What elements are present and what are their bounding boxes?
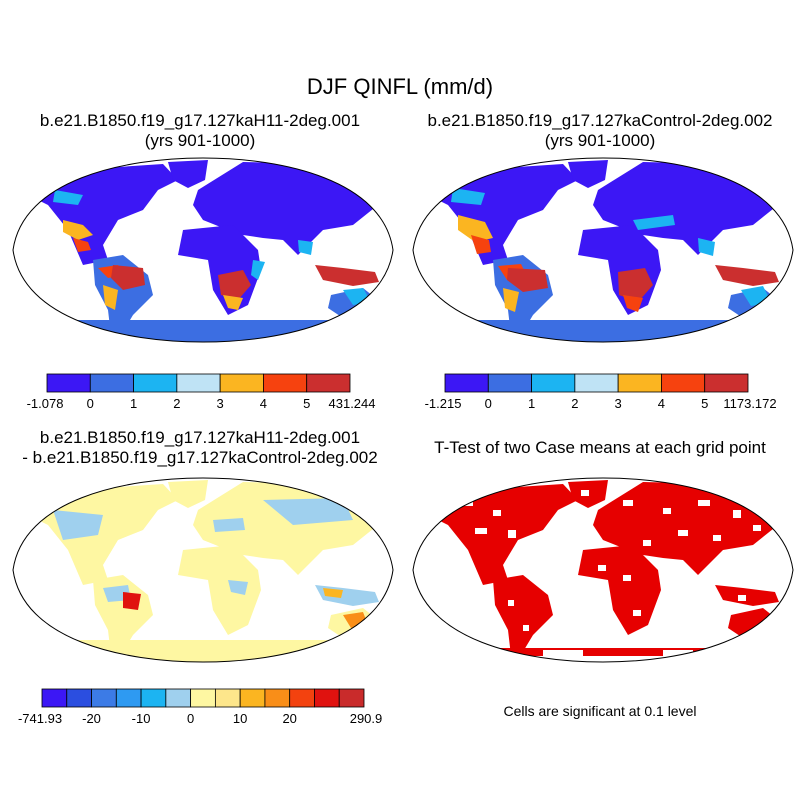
panel-ttest-title: T-Test of two Case means at each grid po…: [434, 438, 766, 457]
colorbar-difference-label-8: 10: [233, 711, 247, 726]
panel-difference-title: b.e21.B1850.f19_g17.127kaH11-2deg.001 - …: [0, 428, 400, 468]
colorbar-case1-label-6: 5: [303, 396, 310, 411]
colorbar-case1-label-1: 0: [87, 396, 94, 411]
colorbar-difference-box-5: [165, 688, 192, 708]
colorbar-case2-label-5: 4: [658, 396, 665, 411]
colorbar-difference-box-11: [314, 688, 340, 708]
colorbar-case2-label-2: 1: [528, 396, 535, 411]
colorbar-case2-label-6: 5: [701, 396, 708, 411]
colorbar-case1: -1.078 0 1 2 3 4 5 431.244: [27, 373, 376, 411]
map-case2: [412, 157, 794, 343]
colorbar-case2-box-2: [531, 373, 576, 393]
panel-case2-title-line1: b.e21.B1850.f19_g17.127kaControl-2deg.00…: [427, 111, 773, 130]
colorbar-case2-label-3: 2: [571, 396, 578, 411]
colorbar-case2-label-4: 3: [615, 396, 622, 411]
colorbar-case2-label-7: 1173.172: [723, 396, 776, 411]
colorbar-case1-box-6: [306, 373, 351, 393]
panel-case1-title-line1: b.e21.B1850.f19_g17.127kaH11-2deg.001: [39, 111, 361, 130]
colorbar-difference-box-12: [338, 688, 365, 708]
colorbar-difference-label-4: -10: [132, 711, 151, 726]
colorbar-difference: -741.93 -20 -10 0 10 20 290.9: [18, 688, 383, 726]
colorbar-difference-label-10: 20: [282, 711, 296, 726]
colorbar-difference-label-2: -20: [82, 711, 101, 726]
colorbar-difference-box-7: [214, 688, 241, 708]
colorbar-case1-box-0: [46, 373, 91, 393]
colorbar-case1-label-0: -1.078: [27, 396, 64, 411]
map-difference: [12, 477, 394, 663]
colorbar-difference-box-1: [66, 688, 92, 708]
colorbar-difference-label-13: 290.9: [350, 711, 383, 726]
colorbar-difference-box-10: [289, 688, 315, 708]
colorbar-case1-label-4: 3: [217, 396, 224, 411]
colorbar-case1-box-3: [176, 373, 221, 393]
panel-difference-title-line1: b.e21.B1850.f19_g17.127kaH11-2deg.001: [39, 428, 361, 447]
colorbar-difference-box-0: [41, 688, 68, 708]
panel-difference-title-line2: - b.e21.B1850.f19_g17.127kaControl-2deg.…: [22, 448, 378, 467]
colorbar-difference-box-8: [239, 688, 266, 708]
panel-case1-title-line2: (yrs 901-1000): [144, 131, 256, 150]
colorbar-case1-box-2: [133, 373, 178, 393]
colorbar-difference-label-0: -741.93: [18, 711, 62, 726]
colorbar-case1-box-5: [263, 373, 308, 393]
panel-case2-title-line2: (yrs 901-1000): [544, 131, 656, 150]
colorbar-case2-box-3: [574, 373, 619, 393]
colorbar-case1-box-4: [219, 373, 264, 393]
colorbar-difference-box-3: [115, 688, 142, 708]
colorbar-case2: -1.215 0 1 2 3 4 5 1173.172: [425, 373, 777, 411]
figure-title: DJF QINFL (mm/d): [306, 74, 494, 99]
colorbar-case1-label-2: 1: [130, 396, 137, 411]
colorbar-case1-label-3: 2: [173, 396, 180, 411]
colorbar-difference-box-2: [91, 688, 117, 708]
colorbar-case2-label-0: -1.215: [425, 396, 462, 411]
colorbar-case2-box-5: [661, 373, 706, 393]
map-ttest: [412, 477, 794, 663]
colorbar-difference-label-6: 0: [187, 711, 194, 726]
colorbar-case1-label-5: 4: [260, 396, 267, 411]
colorbar-case2-box-6: [704, 373, 749, 393]
colorbar-case2-box-1: [487, 373, 532, 393]
colorbar-case2-label-1: 0: [485, 396, 492, 411]
panel-case2-title: b.e21.B1850.f19_g17.127kaControl-2deg.00…: [400, 111, 800, 151]
colorbar-case1-label-7: 431.244: [329, 396, 376, 411]
colorbar-difference-box-4: [140, 688, 167, 708]
colorbar-case2-box-0: [444, 373, 489, 393]
colorbar-case2-box-4: [617, 373, 662, 393]
colorbar-difference-box-6: [190, 688, 216, 708]
panel-case1-title: b.e21.B1850.f19_g17.127kaH11-2deg.001 (y…: [0, 111, 400, 151]
colorbar-difference-box-9: [264, 688, 291, 708]
map-case1: [12, 157, 394, 343]
colorbar-case1-box-1: [89, 373, 134, 393]
significance-note: Cells are significant at 0.1 level: [503, 703, 697, 719]
